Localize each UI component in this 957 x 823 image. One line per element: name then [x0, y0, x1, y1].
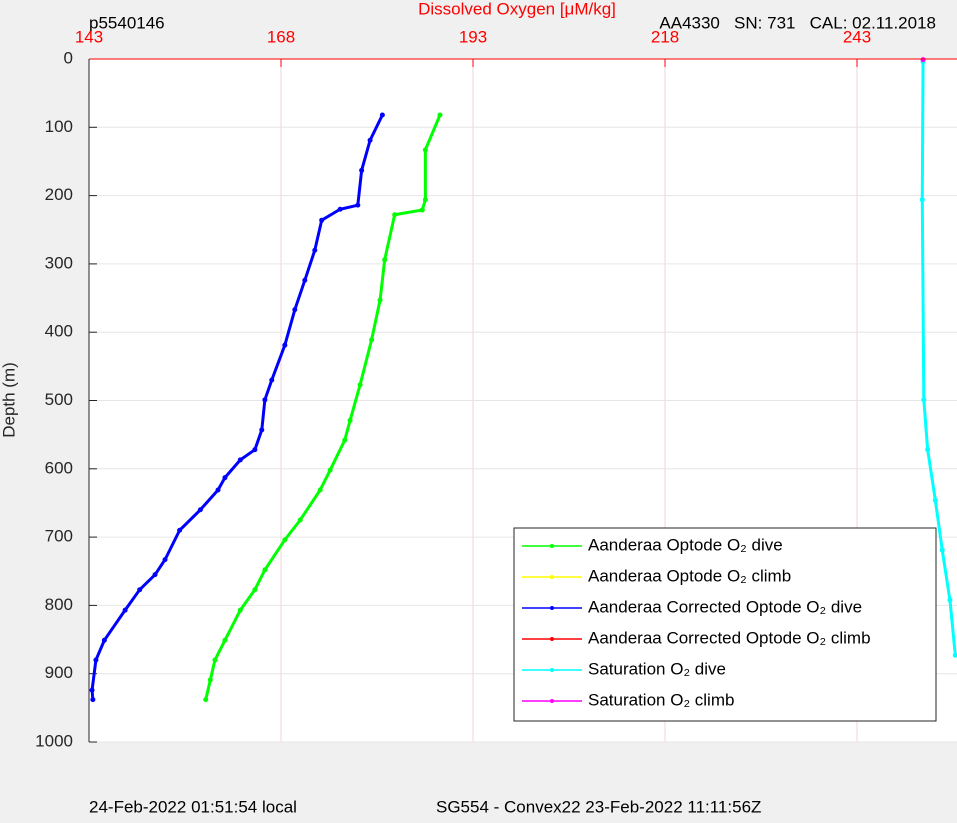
legend-marker	[550, 637, 554, 641]
y-tick-label: 600	[45, 458, 73, 477]
legend-label: Aanderaa Corrected Optode O₂ climb	[588, 628, 871, 647]
data-point	[319, 217, 325, 223]
data-point	[337, 206, 343, 212]
data-point	[203, 697, 209, 703]
data-point	[359, 167, 365, 173]
y-tick-label: 800	[45, 595, 73, 614]
x-tick-label: 243	[843, 27, 871, 46]
data-point	[419, 207, 425, 213]
data-point	[222, 637, 228, 643]
data-point	[197, 507, 203, 513]
y-tick-label: 1000	[35, 731, 73, 750]
data-point	[355, 202, 361, 208]
data-point	[89, 687, 95, 693]
legend-label: Aanderaa Corrected Optode O₂ dive	[588, 597, 862, 616]
data-point	[152, 572, 158, 578]
data-point	[939, 547, 945, 553]
footer-left: 24-Feb-2022 01:51:54 local	[89, 797, 297, 816]
data-point	[93, 657, 99, 663]
data-point	[920, 57, 926, 63]
y-tick-label: 300	[45, 253, 73, 272]
y-tick-label: 200	[45, 185, 73, 204]
data-point	[215, 487, 221, 493]
data-point	[422, 197, 428, 203]
legend-marker	[550, 606, 554, 610]
y-tick-label: 500	[45, 390, 73, 409]
data-point	[137, 587, 143, 593]
chart-title: Dissolved Oxygen [μM/kg]	[418, 0, 616, 18]
data-point	[237, 457, 243, 463]
data-point	[212, 657, 218, 663]
legend-label: Saturation O₂ dive	[588, 659, 726, 678]
x-tick-label: 193	[459, 27, 487, 46]
y-tick-label: 100	[45, 117, 73, 136]
data-point	[357, 382, 363, 388]
data-point	[297, 517, 303, 523]
y-tick-label: 700	[45, 527, 73, 546]
series-line	[920, 61, 957, 656]
data-point	[379, 112, 385, 118]
data-point	[282, 342, 288, 348]
legend: Aanderaa Optode O₂ dive Aanderaa Optode O…	[513, 527, 937, 722]
x-tick-label: 143	[75, 27, 103, 46]
data-point	[262, 397, 268, 403]
data-point	[925, 447, 931, 453]
data-point	[382, 257, 388, 263]
data-point	[90, 697, 96, 703]
legend-marker	[550, 575, 554, 579]
y-axis-label: Depth (m)	[0, 362, 18, 438]
legend-marker	[550, 699, 554, 703]
data-point	[919, 197, 925, 203]
data-point	[327, 467, 333, 473]
data-point	[367, 137, 373, 143]
data-point	[122, 607, 128, 613]
data-point	[302, 277, 308, 283]
data-point	[252, 587, 258, 593]
data-point	[259, 427, 265, 433]
data-point	[437, 112, 443, 118]
legend-box	[513, 527, 937, 722]
data-point	[252, 447, 258, 453]
y-tick-label: 900	[45, 663, 73, 682]
legend-label: Saturation O₂ climb	[588, 690, 734, 709]
data-point	[377, 297, 383, 303]
legend-marker	[550, 668, 554, 672]
data-point	[101, 637, 107, 643]
data-point	[422, 147, 428, 153]
y-tick-label: 0	[64, 48, 73, 67]
data-point	[952, 652, 957, 658]
data-point	[347, 417, 353, 423]
data-point	[932, 497, 938, 503]
marks	[89, 57, 957, 703]
x-tick-label: 218	[651, 27, 679, 46]
y-tick-label: 400	[45, 322, 73, 341]
data-point	[269, 377, 275, 383]
top-right-label: AA4330 SN: 731 CAL: 02.11.2018	[659, 13, 936, 32]
top-left-label: p5540146	[89, 13, 165, 32]
data-point	[921, 397, 927, 403]
series-line	[204, 114, 442, 700]
data-point	[312, 247, 318, 253]
data-point	[292, 307, 298, 313]
data-point	[947, 597, 953, 603]
legend-marker	[550, 544, 554, 548]
data-point	[392, 212, 398, 218]
legend-label: Aanderaa Optode O₂ climb	[588, 566, 791, 585]
data-point	[282, 537, 288, 543]
data-point	[237, 607, 243, 613]
data-point	[207, 677, 213, 683]
data-point	[262, 567, 268, 573]
data-point	[162, 557, 168, 563]
x-tick-label: 168	[267, 27, 295, 46]
legend-label: Aanderaa Optode O₂ dive	[588, 535, 783, 554]
data-point	[369, 337, 375, 343]
data-point	[342, 437, 348, 443]
data-point	[177, 527, 183, 533]
data-point	[222, 475, 228, 481]
data-point	[317, 487, 323, 493]
footer-right: SG554 - Convex22 23-Feb-2022 11:11:56Z	[436, 797, 761, 816]
